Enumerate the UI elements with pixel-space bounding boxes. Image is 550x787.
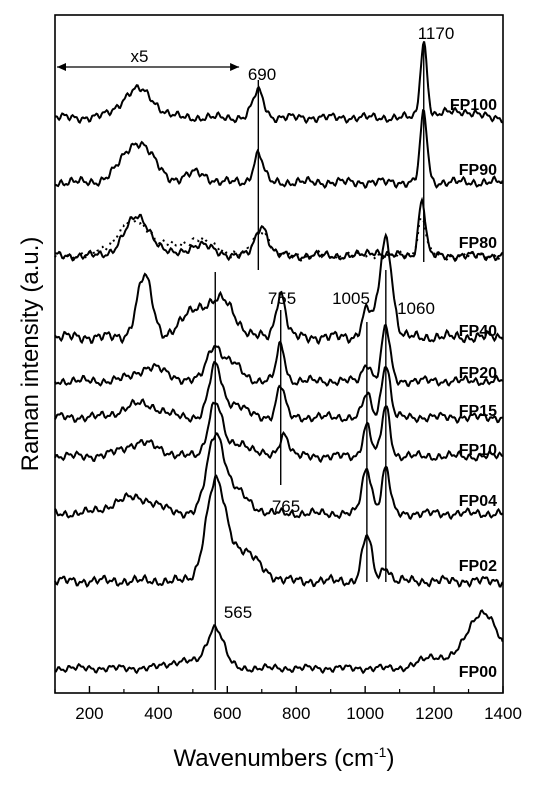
spectrum-fp90 xyxy=(54,109,504,189)
x-tick-label: 400 xyxy=(144,704,172,723)
peak-label-565: 565 xyxy=(224,603,252,622)
series-label-fp40: FP40 xyxy=(459,323,497,340)
peak-label-765: 765 xyxy=(272,497,300,516)
spectrum-fp80-dotted xyxy=(54,214,503,263)
peak-label-1170: 1170 xyxy=(418,24,455,43)
spectrum-fp15 xyxy=(54,360,503,425)
series-label-fp90: FP90 xyxy=(459,162,497,179)
spectrum-fp00 xyxy=(54,609,504,675)
x-tick-label: 600 xyxy=(213,704,241,723)
series-label-fp10: FP10 xyxy=(459,442,497,459)
peak-label-690: 690 xyxy=(248,65,276,84)
scale-arrow-left-head xyxy=(57,63,66,71)
x-tick-label: 200 xyxy=(75,704,103,723)
x-axis-title: Wavenumbers (cm-1) xyxy=(174,744,395,772)
series-label-fp15: FP15 xyxy=(459,403,497,420)
series-label-fp20: FP20 xyxy=(459,365,497,382)
series-label-fp04: FP04 xyxy=(459,493,497,510)
x-tick-label: 800 xyxy=(282,704,310,723)
spectrum-fp04 xyxy=(54,432,504,521)
peak-label-755: 755 xyxy=(268,289,296,308)
spectrum-fp20 xyxy=(54,323,504,388)
x-tick-label: 1200 xyxy=(415,704,453,723)
peak-label-1060: 1060 xyxy=(397,299,435,318)
series-label-fp80: FP80 xyxy=(459,235,497,252)
x-tick-label: 1400 xyxy=(484,704,522,723)
spectrum-fp02 xyxy=(54,474,504,588)
series-label-fp00: FP00 xyxy=(459,664,497,681)
peak-label-1005: 1005 xyxy=(332,289,370,308)
x-tick-label: 1000 xyxy=(346,704,384,723)
spectrum-fp80 xyxy=(54,196,504,263)
spectrum-fp100 xyxy=(54,41,504,125)
scale-arrow-right-head xyxy=(230,63,240,71)
series-label-fp100: FP100 xyxy=(450,97,497,114)
scale-note: x5 xyxy=(130,47,148,66)
plot-frame xyxy=(54,14,504,694)
spectrum-fp40 xyxy=(54,232,504,345)
spectrum-fp10 xyxy=(54,401,504,464)
series-label-fp02: FP02 xyxy=(459,558,497,575)
y-axis-title: Raman intensity (a.u.) xyxy=(17,237,44,472)
